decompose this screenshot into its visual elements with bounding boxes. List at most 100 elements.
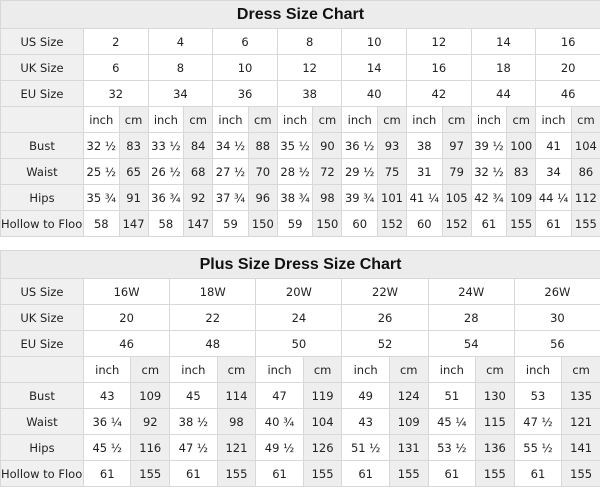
inch-value: 60 — [407, 211, 443, 237]
us-size-value: 10 — [342, 29, 407, 55]
inch-value: 31 — [407, 159, 443, 185]
us-size-value: 20W — [256, 279, 342, 305]
cm-value: 130 — [476, 383, 515, 409]
unit-inch: inch — [407, 107, 443, 133]
cm-value: 84 — [184, 133, 213, 159]
us-size-value: 4 — [148, 29, 213, 55]
cm-value: 131 — [389, 435, 428, 461]
inch-value: 29 ½ — [342, 159, 378, 185]
unit-inch: inch — [428, 357, 475, 383]
inch-value: 45 — [170, 383, 217, 409]
cm-value: 109 — [131, 383, 170, 409]
eu-size-value: 50 — [256, 331, 342, 357]
eu-size-value: 34 — [148, 81, 213, 107]
cm-value: 65 — [119, 159, 148, 185]
cm-value: 104 — [303, 409, 342, 435]
cm-value: 109 — [389, 409, 428, 435]
cm-value: 150 — [313, 211, 342, 237]
inch-value: 36 ¾ — [148, 185, 184, 211]
unit-cm: cm — [507, 107, 536, 133]
unit-cm: cm — [119, 107, 148, 133]
cm-value: 91 — [119, 185, 148, 211]
us-size-value: 26W — [514, 279, 600, 305]
us-size-value: 2 — [84, 29, 149, 55]
inch-value: 55 ½ — [514, 435, 561, 461]
cm-value: 155 — [131, 461, 170, 487]
cm-value: 155 — [476, 461, 515, 487]
uk-size-value: 28 — [428, 305, 514, 331]
inch-value: 49 ½ — [256, 435, 303, 461]
inch-value: 34 ½ — [213, 133, 249, 159]
inch-value: 41 — [536, 133, 572, 159]
inch-value: 33 ½ — [148, 133, 184, 159]
uk-size-value: 26 — [342, 305, 428, 331]
us-size-value: 18W — [170, 279, 256, 305]
cm-value: 105 — [442, 185, 471, 211]
inch-value: 28 ½ — [277, 159, 313, 185]
unit-cm: cm — [217, 357, 256, 383]
us-size-value: 8 — [277, 29, 342, 55]
us-size-value: 6 — [213, 29, 278, 55]
cm-value: 126 — [303, 435, 342, 461]
cm-value: 124 — [389, 383, 428, 409]
inch-value: 44 ¼ — [536, 185, 572, 211]
unit-cm: cm — [571, 107, 600, 133]
row-label: Bust — [1, 383, 84, 409]
uk-size-value: 10 — [213, 55, 278, 81]
eu-size-value: 48 — [170, 331, 256, 357]
inch-value: 25 ½ — [84, 159, 120, 185]
row-label: UK Size — [1, 55, 84, 81]
cm-value: 155 — [389, 461, 428, 487]
unit-cm: cm — [377, 107, 406, 133]
row-label: Waist — [1, 159, 84, 185]
inch-value: 42 ¾ — [471, 185, 507, 211]
inch-value: 61 — [514, 461, 561, 487]
title-row: Dress Size Chart — [1, 1, 600, 29]
inch-value: 43 — [342, 409, 389, 435]
inch-value: 47 — [256, 383, 303, 409]
inch-value: 61 — [471, 211, 507, 237]
blank-cell — [1, 357, 84, 383]
cm-value: 88 — [248, 133, 277, 159]
inch-value: 36 ¼ — [84, 409, 131, 435]
inch-value: 32 ½ — [84, 133, 120, 159]
row-label: Hollow to Floor — [1, 211, 84, 237]
cm-value: 70 — [248, 159, 277, 185]
inch-value: 38 — [407, 133, 443, 159]
inch-value: 35 ¾ — [84, 185, 120, 211]
inch-value: 51 — [428, 383, 475, 409]
inch-value: 47 ½ — [514, 409, 561, 435]
inch-value: 40 ¾ — [256, 409, 303, 435]
inch-value: 51 ½ — [342, 435, 389, 461]
unit-cm: cm — [303, 357, 342, 383]
cm-value: 98 — [313, 185, 342, 211]
cm-value: 68 — [184, 159, 213, 185]
row-label: US Size — [1, 29, 84, 55]
row-label: Waist — [1, 409, 84, 435]
row-label: EU Size — [1, 81, 84, 107]
uk-size-value: 24 — [256, 305, 342, 331]
inch-value: 34 — [536, 159, 572, 185]
inch-value: 39 ¾ — [342, 185, 378, 211]
cm-value: 150 — [248, 211, 277, 237]
us-size-value: 14 — [471, 29, 536, 55]
inch-value: 58 — [148, 211, 184, 237]
inch-value: 41 ¼ — [407, 185, 443, 211]
cm-value: 109 — [507, 185, 536, 211]
eu-size-value: 40 — [342, 81, 407, 107]
inch-value: 59 — [213, 211, 249, 237]
eu-size-value: 56 — [514, 331, 600, 357]
uk-size-value: 12 — [277, 55, 342, 81]
cm-value: 155 — [571, 211, 600, 237]
us-size-value: 16W — [84, 279, 170, 305]
